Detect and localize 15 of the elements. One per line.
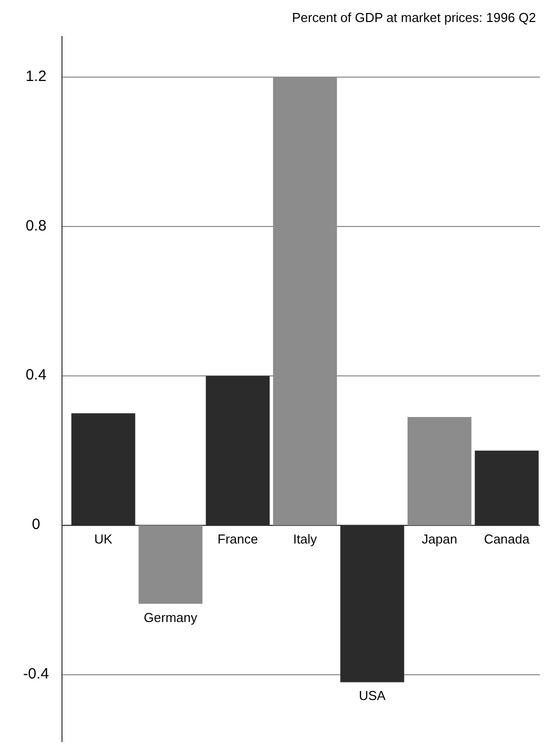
bar: [408, 417, 472, 526]
chart-title: Percent of GDP at market prices: 1996 Q2: [292, 10, 536, 25]
bar: [138, 525, 202, 604]
x-tick-label: UK: [94, 531, 113, 546]
y-tick-label: -0.4: [23, 666, 49, 683]
x-tick-label: USA: [358, 688, 386, 704]
x-tick-label: Canada: [484, 531, 530, 546]
y-tick-label: 1.2: [26, 68, 46, 85]
x-tick-label: Italy: [293, 531, 318, 546]
x-tick-label: Germany: [144, 610, 198, 625]
y-tick-label: 0.4: [26, 366, 46, 384]
x-tick-label: Japan: [422, 531, 458, 546]
y-tick-label: 0: [32, 516, 40, 534]
x-tick-label: France: [218, 531, 258, 546]
y-tick-label: 0.8: [26, 217, 46, 234]
